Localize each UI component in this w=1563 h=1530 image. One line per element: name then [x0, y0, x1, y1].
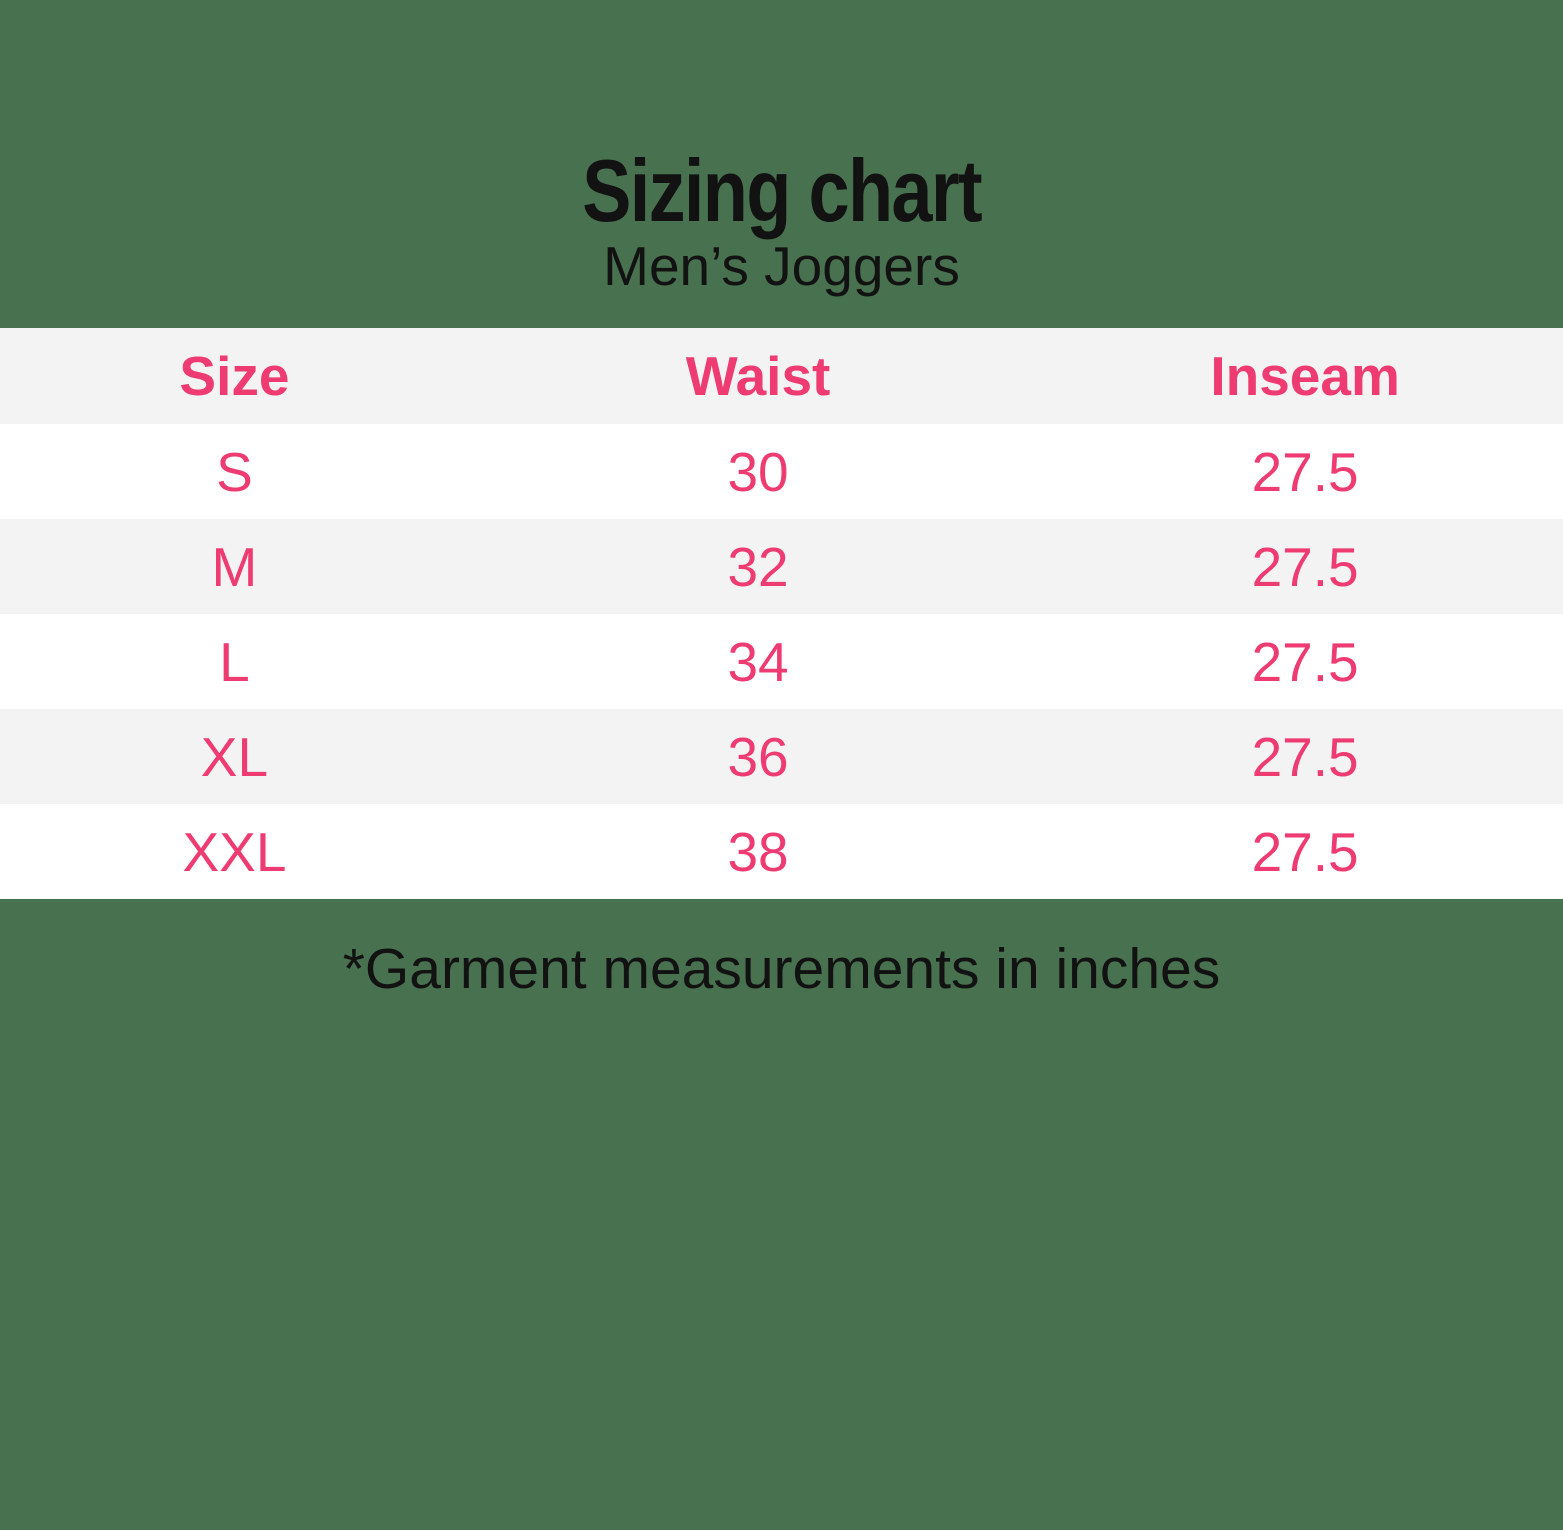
cell-waist: 38 — [727, 820, 789, 883]
column-header-inseam: Inseam — [1210, 345, 1400, 407]
cell-waist: 32 — [727, 535, 789, 598]
page-title: Sizing chart — [582, 141, 982, 240]
cell-inseam: 27.5 — [1251, 535, 1359, 598]
cell-inseam: 27.5 — [1251, 440, 1359, 503]
cell-inseam: 27.5 — [1251, 630, 1359, 693]
cell-inseam: 27.5 — [1251, 725, 1359, 788]
footnote: *Garment measurements in inches — [342, 937, 1221, 1001]
cell-waist: 36 — [727, 725, 789, 788]
cell-size: XL — [200, 725, 269, 788]
table-row: XL 36 27.5 — [0, 709, 1563, 804]
table-row: XXL 38 27.5 — [0, 804, 1563, 899]
table-header-row: Size Waist Inseam — [0, 328, 1563, 424]
cell-size: S — [216, 440, 253, 503]
table-row: S 30 27.5 — [0, 424, 1563, 519]
sizing-chart-graphic: Sizing chart Men’s Joggers Size Waist Inse… — [0, 146, 1563, 1004]
cell-size: M — [211, 535, 258, 598]
sizing-table: Size Waist Inseam S 30 27.5 M 32 27.5 L 34 27.5 XL 3… — [0, 328, 1563, 899]
cell-size: L — [219, 630, 250, 693]
page-subtitle: Men’s Joggers — [603, 235, 960, 297]
cell-waist: 30 — [727, 440, 789, 503]
table-body: S 30 27.5 M 32 27.5 L 34 27.5 XL 36 27.5 XXL 38 27.5 — [0, 424, 1563, 899]
cell-inseam: 27.5 — [1251, 820, 1359, 883]
table-row: M 32 27.5 — [0, 519, 1563, 614]
column-header-waist: Waist — [685, 345, 831, 407]
column-header-size: Size — [179, 345, 290, 407]
cell-size: XXL — [182, 820, 287, 883]
table-row: L 34 27.5 — [0, 614, 1563, 709]
cell-waist: 34 — [727, 630, 789, 693]
